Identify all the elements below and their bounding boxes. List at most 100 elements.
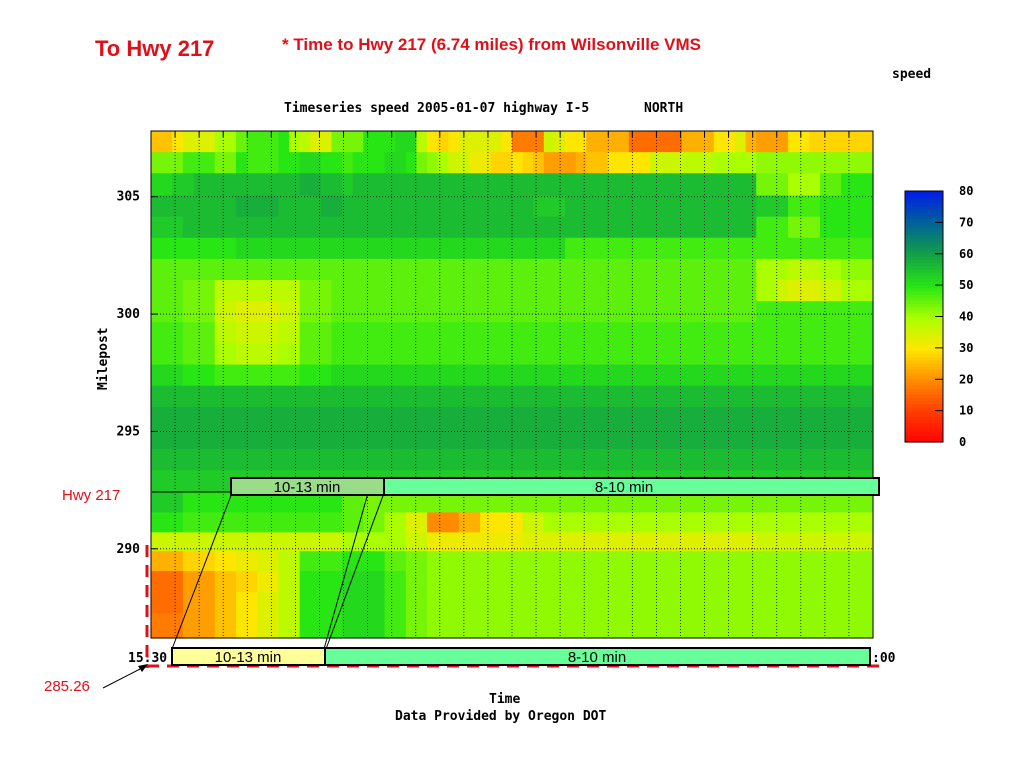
heatmap-cell — [756, 385, 768, 408]
heatmap-cell — [193, 301, 205, 323]
heatmap-cell — [841, 427, 853, 450]
heatmap-cell — [182, 491, 195, 514]
heatmap-cell — [639, 512, 651, 533]
heatmap-cell — [342, 364, 354, 387]
heatmap-cell — [777, 532, 789, 552]
colorbar-segment — [905, 272, 943, 277]
colorbar-segment — [905, 291, 943, 296]
heatmap-cell — [278, 613, 290, 639]
heatmap-cell — [363, 343, 375, 366]
heatmap-cell — [650, 343, 662, 366]
heatmap-cell — [756, 216, 768, 239]
heatmap-cell — [458, 258, 471, 281]
heatmap-cell — [469, 173, 481, 197]
heatmap-cell — [246, 551, 258, 572]
heatmap-cell — [607, 385, 619, 408]
colorbar-segment — [905, 206, 943, 211]
heatmap-cell — [618, 237, 630, 260]
heatmap-cell — [182, 322, 195, 345]
heatmap-cell — [681, 195, 694, 218]
y-tick-label: 300 — [117, 307, 141, 322]
colorbar-segment — [905, 234, 943, 239]
heatmap-cell — [533, 364, 545, 387]
heatmap-cell — [639, 322, 651, 345]
heatmap-cell — [289, 551, 301, 572]
heatmap-cell — [405, 592, 418, 614]
heatmap-cell — [342, 173, 354, 197]
heatmap-cell — [862, 152, 874, 174]
heatmap-cell — [798, 571, 810, 593]
heatmap-cell — [618, 406, 630, 429]
heatmap-cell — [851, 592, 863, 614]
heatmap-cell — [862, 406, 874, 429]
heatmap-cell — [618, 195, 630, 218]
heatmap-cell — [756, 532, 768, 552]
heatmap-cell — [501, 258, 513, 281]
heatmap-cell — [777, 195, 789, 218]
heatmap-cell — [650, 258, 662, 281]
heatmap-cell — [660, 449, 672, 471]
heatmap-cell — [427, 364, 439, 387]
heatmap-cell — [724, 406, 736, 429]
heatmap-cell — [586, 551, 598, 572]
heatmap-cell — [204, 195, 216, 218]
colorbar-segment — [905, 225, 943, 230]
heatmap-cell — [490, 406, 502, 429]
heatmap-cell — [628, 216, 641, 239]
heatmap-cell — [267, 571, 280, 593]
heatmap-cell — [193, 449, 205, 471]
heatmap-cell — [395, 364, 407, 387]
heatmap-cell — [427, 449, 439, 471]
heatmap-cell — [267, 237, 280, 260]
heatmap-cell — [278, 385, 290, 408]
heatmap-cell — [798, 343, 810, 366]
heatmap-cell — [713, 131, 725, 153]
heatmap-cell — [862, 385, 874, 408]
heatmap-cell — [373, 322, 386, 345]
heatmap-cell — [225, 592, 237, 614]
heatmap-cell — [342, 512, 354, 533]
heatmap-cell — [756, 131, 768, 153]
heatmap-cell — [851, 449, 863, 471]
heatmap-cell — [416, 131, 428, 153]
heatmap-cell — [745, 364, 757, 387]
heatmap-cell — [172, 131, 184, 153]
heatmap-cell — [246, 173, 258, 197]
heatmap-cell — [809, 195, 821, 218]
heatmap-cell — [363, 131, 375, 153]
heatmap-cell — [384, 216, 396, 239]
heatmap-cell — [151, 592, 163, 614]
heatmap-cell — [352, 571, 364, 593]
heatmap-cell — [246, 491, 258, 514]
heatmap-cell — [809, 322, 821, 345]
heatmap-cell — [352, 406, 364, 429]
heatmap-cell — [830, 532, 842, 552]
heatmap-cell — [522, 385, 534, 408]
heatmap-cell — [851, 322, 863, 345]
heatmap-cell — [628, 491, 641, 514]
heatmap-cell — [172, 237, 184, 260]
colorbar-segment — [905, 247, 943, 252]
heatmap-cell — [172, 592, 184, 614]
upper-bar-fast-label: 8-10 min — [595, 479, 653, 496]
heatmap-cell — [299, 195, 311, 218]
heatmap-cell — [331, 406, 343, 429]
heatmap-cell — [235, 237, 248, 260]
heatmap-cell — [543, 532, 556, 552]
heatmap-cell — [246, 406, 258, 429]
heatmap-cell — [650, 551, 662, 572]
heatmap-cell — [671, 237, 683, 260]
heatmap-cell — [182, 364, 195, 387]
heatmap-cell — [628, 532, 641, 552]
heatmap-cell — [543, 258, 556, 281]
heatmap-cell — [299, 301, 311, 323]
heatmap-cell — [671, 571, 683, 593]
heatmap-cell — [734, 280, 747, 302]
heatmap-cell — [703, 385, 715, 408]
heatmap-cell — [554, 385, 566, 408]
heatmap-cell — [788, 449, 800, 471]
heatmap-cell — [777, 237, 789, 260]
heatmap-cell — [777, 280, 789, 302]
heatmap-cell — [331, 385, 343, 408]
heatmap-cell — [841, 385, 853, 408]
